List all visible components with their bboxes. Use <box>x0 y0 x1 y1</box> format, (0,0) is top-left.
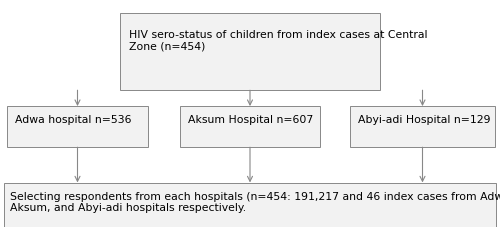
Text: Aksum Hospital n=607: Aksum Hospital n=607 <box>188 115 313 125</box>
FancyBboxPatch shape <box>180 107 320 148</box>
FancyBboxPatch shape <box>120 14 380 91</box>
Text: Selecting respondents from each hospitals (n=454: 191,217 and 46 index cases fro: Selecting respondents from each hospital… <box>10 191 500 212</box>
Text: Adwa hospital n=536: Adwa hospital n=536 <box>16 115 132 125</box>
FancyBboxPatch shape <box>350 107 495 148</box>
FancyBboxPatch shape <box>4 183 496 227</box>
FancyBboxPatch shape <box>8 107 147 148</box>
Text: Abyi-adi Hospital n=129: Abyi-adi Hospital n=129 <box>358 115 490 125</box>
Text: HIV sero-status of children from index cases at Central
Zone (n=454): HIV sero-status of children from index c… <box>129 30 428 51</box>
